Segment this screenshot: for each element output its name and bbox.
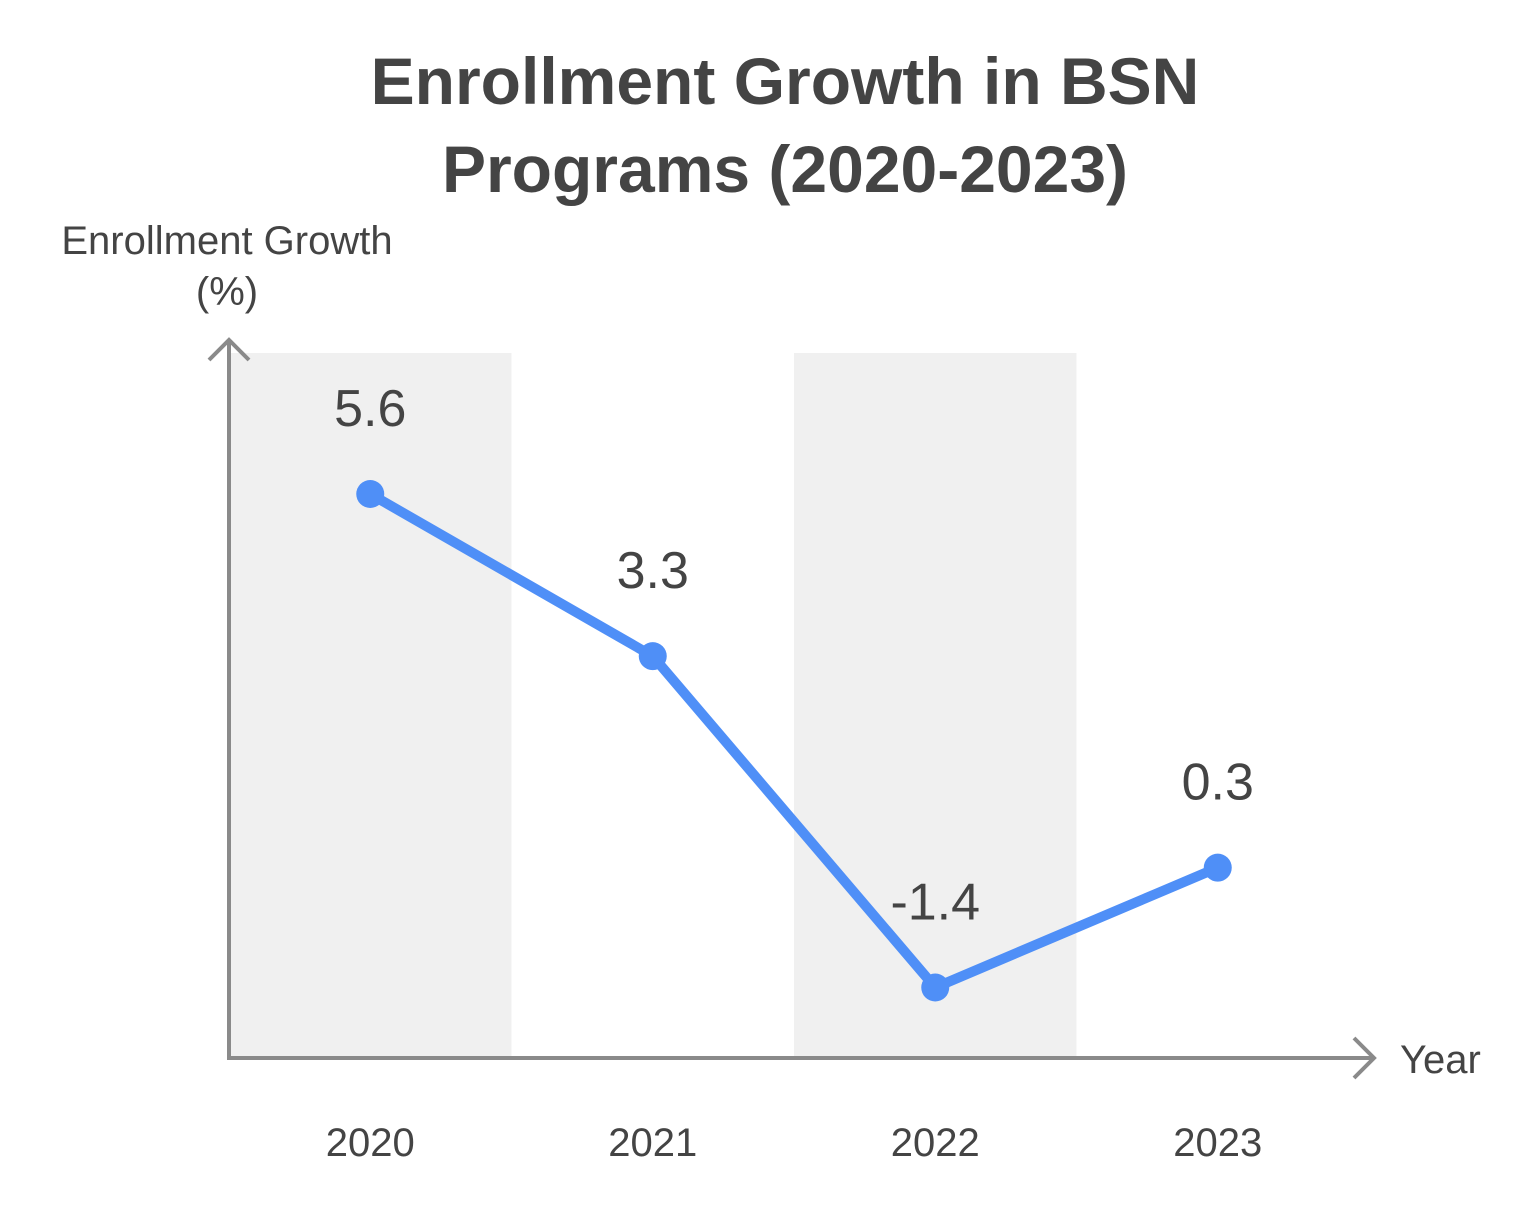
x-axis-arrow-icon [1352, 1036, 1377, 1080]
y-axis-label-line-1: Enrollment Growth [61, 219, 392, 263]
data-point-2020 [356, 480, 385, 508]
data-label-2021: 3.3 [617, 542, 689, 600]
series-line [367, 489, 1220, 993]
data-label-2022: -1.4 [890, 874, 980, 932]
data-label-2020: 5.6 [334, 380, 406, 438]
y-axis-arrow-icon [207, 337, 251, 362]
x-tick-label-2021: 2021 [608, 1121, 697, 1165]
data-point-2021 [638, 642, 667, 671]
category-band [794, 353, 1077, 1058]
y-axis-label-line-2: (%) [196, 270, 258, 314]
data-point-2023 [1203, 853, 1232, 882]
chart-title-line-2: Programs (2020-2023) [442, 132, 1128, 206]
x-tick-label-2023: 2023 [1173, 1121, 1262, 1165]
data-point-2022 [921, 973, 950, 1002]
chart-title-line-1: Enrollment Growth in BSN [371, 44, 1200, 118]
category-band [229, 353, 512, 1058]
x-tick-label-2022: 2022 [891, 1121, 980, 1165]
x-tick-label-2020: 2020 [326, 1121, 415, 1165]
data-label-2023: 0.3 [1182, 754, 1254, 812]
x-axis-label: Year [1400, 1038, 1481, 1082]
